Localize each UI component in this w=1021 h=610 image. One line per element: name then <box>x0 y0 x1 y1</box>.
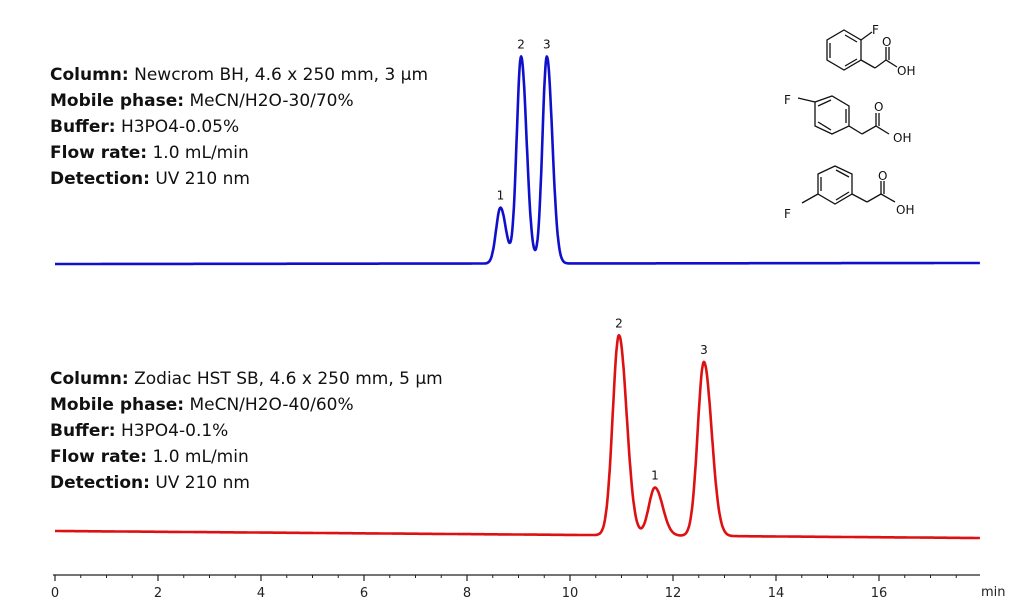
condition-value: 1.0 mL/min <box>152 447 249 467</box>
conditions-zodiac: Column: Zodiac HST SB, 4.6 x 250 mm, 5 µ… <box>50 366 443 496</box>
condition-value: UV 210 nm <box>155 169 250 189</box>
x-tick-label: 0 <box>51 586 59 601</box>
x-tick-label: 12 <box>665 586 682 601</box>
peak-label: 2 <box>615 316 623 330</box>
condition-label: Column: <box>50 369 129 389</box>
condition-label: Detection: <box>50 169 150 189</box>
structure-1-label-o: O <box>882 35 891 49</box>
condition-mobile-phase: Mobile phase: MeCN/H2O-40/60% <box>50 392 443 418</box>
x-tick-label: 14 <box>768 586 785 601</box>
condition-value: MeCN/H2O-40/60% <box>189 395 354 415</box>
x-tick-label: 6 <box>360 586 368 601</box>
condition-detection: Detection: UV 210 nm <box>50 166 428 192</box>
condition-label: Flow rate: <box>50 143 148 163</box>
condition-label: Buffer: <box>50 421 116 441</box>
structure-3-fluorophenylacetic-acid <box>801 165 896 205</box>
condition-label: Detection: <box>50 473 150 493</box>
condition-label: Mobile phase: <box>50 395 185 415</box>
x-tick-label: 8 <box>463 586 471 601</box>
structure-1-label-oh: OH <box>897 64 915 78</box>
condition-value: H3PO4-0.1% <box>120 421 229 441</box>
condition-value: UV 210 nm <box>155 473 250 493</box>
condition-buffer: Buffer: H3PO4-0.1% <box>50 418 443 444</box>
peak-label: 1 <box>497 189 505 203</box>
x-axis-unit-label: min <box>981 585 1006 600</box>
condition-flow-rate: Flow rate: 1.0 mL/min <box>50 444 443 470</box>
structure-3-label-oh: OH <box>896 203 914 217</box>
traces-layer <box>54 55 981 540</box>
condition-buffer: Buffer: H3PO4-0.05% <box>50 114 428 140</box>
x-axis <box>53 574 980 581</box>
condition-value: Zodiac HST SB, 4.6 x 250 mm, 5 µm <box>134 369 443 389</box>
condition-value: MeCN/H2O-30/70% <box>189 91 354 111</box>
condition-value: H3PO4-0.05% <box>120 117 240 137</box>
condition-flow-rate: Flow rate: 1.0 mL/min <box>50 140 428 166</box>
structure-2-fluorophenylacetic-acid <box>826 29 898 71</box>
x-tick-label: 2 <box>154 586 162 601</box>
x-tick-label: 10 <box>562 586 579 601</box>
structure-2-label-o: O <box>874 100 883 114</box>
structure-4-fluorophenylacetic-acid <box>797 95 890 135</box>
structure-2-label-oh: OH <box>893 131 911 145</box>
condition-label: Mobile phase: <box>50 91 185 111</box>
condition-column: Column: Newcrom BH, 4.6 x 250 mm, 3 µm <box>50 62 428 88</box>
x-tick-label: 16 <box>871 586 888 601</box>
condition-detection: Detection: UV 210 nm <box>50 470 443 496</box>
condition-label: Column: <box>50 65 129 85</box>
condition-label: Buffer: <box>50 117 116 137</box>
peak-label: 3 <box>543 38 551 52</box>
structure-2-label-f: F <box>784 93 791 107</box>
structure-3-label-o: O <box>878 169 887 183</box>
condition-value: Newcrom BH, 4.6 x 250 mm, 3 µm <box>134 65 429 85</box>
condition-mobile-phase: Mobile phase: MeCN/H2O-30/70% <box>50 88 428 114</box>
peak-label: 3 <box>700 343 708 357</box>
x-axis-ticks: 0 2 4 6 8 10 12 14 16 <box>51 586 887 601</box>
trace-line-1 <box>54 55 981 266</box>
trace-line-2 <box>54 333 981 540</box>
conditions-newcrom: Column: Newcrom BH, 4.6 x 250 mm, 3 µm M… <box>50 62 428 192</box>
peak-label: 1 <box>651 469 659 483</box>
structure-3-label-f: F <box>784 207 791 221</box>
structure-1-label-f: F <box>872 23 879 37</box>
condition-label: Flow rate: <box>50 447 148 467</box>
peak-label: 2 <box>517 38 525 52</box>
x-tick-label: 4 <box>257 586 265 601</box>
peak-labels-layer: 1 2 3 2 1 3 <box>497 38 708 483</box>
condition-value: 1.0 mL/min <box>152 143 249 163</box>
condition-column: Column: Zodiac HST SB, 4.6 x 250 mm, 5 µ… <box>50 366 443 392</box>
